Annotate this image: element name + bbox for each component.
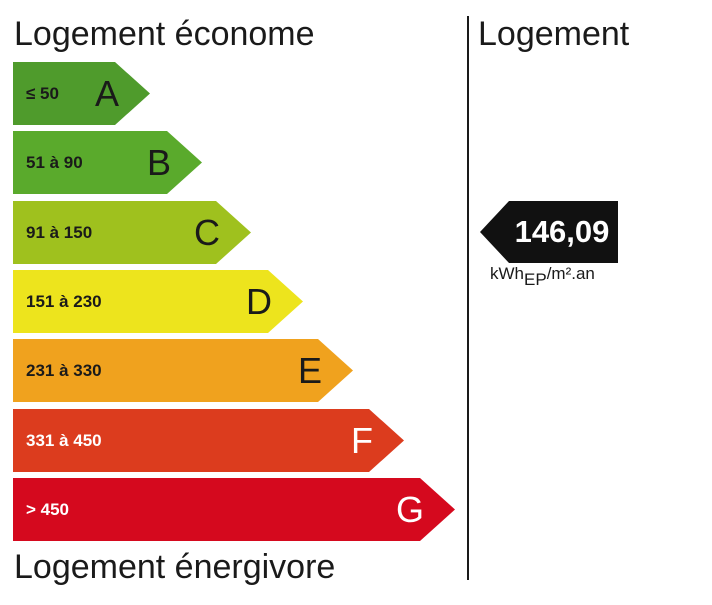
energy-class-range: ≤ 50 [26, 84, 59, 103]
energy-class-range: 51 à 90 [26, 153, 83, 173]
energy-class-arrow-shape [13, 339, 353, 403]
energy-class-letter: A [94, 73, 119, 114]
energy-class-arrow [13, 477, 455, 541]
energy-class-range: 331 à 450 [26, 430, 102, 450]
energy-class-arrow-shape [13, 131, 202, 195]
energy-class-arrow [13, 200, 251, 264]
energy-class-letter: E [297, 350, 322, 392]
energy-class-arrow-shape [13, 408, 404, 472]
energy-class-arrow [13, 131, 202, 195]
energy-class-range: 231 à 330 [26, 361, 102, 381]
energy-class-letter: B [146, 142, 171, 184]
column-divider [467, 16, 469, 580]
energy-class-letter: D [246, 280, 272, 322]
energy-class-arrow-shape [13, 200, 251, 264]
energy-class-range: 151 à 230 [26, 291, 102, 311]
energy-class-bar-f: 331 à 450 F [13, 408, 404, 472]
housing-column-label: Logement [478, 15, 630, 53]
current-value: 146,09 [514, 214, 610, 249]
energy-class-arrow-shape [13, 62, 150, 125]
energy-class-letter: F [351, 419, 373, 461]
energy-class-range: > 450 [26, 499, 70, 519]
energy-class-bar-g: > 450 G [13, 477, 455, 541]
energy-class-bar-c: 91 à 150 C [13, 200, 251, 264]
energy-class-bar-b: 51 à 90 B [13, 131, 202, 195]
energy-class-arrow-shape [13, 269, 303, 333]
energy-class-letter: C [194, 211, 220, 253]
energy-intensive-housing-label: Logement énergivore [14, 548, 336, 586]
energy-class-arrow [13, 408, 404, 472]
energy-class-arrow [13, 269, 303, 333]
energy-class-letter: G [395, 488, 424, 530]
energy-class-bar-a: ≤ 50 A [13, 62, 150, 125]
energy-class-arrow [13, 62, 150, 125]
value-arrow-shape [480, 201, 618, 263]
energy-class-bar-d: 151 à 230 D [13, 269, 303, 333]
energy-class-arrow [13, 339, 353, 403]
energy-class-bar-e: 231 à 330 E [13, 339, 353, 403]
energy-class-arrow-shape [13, 477, 455, 541]
efficient-housing-label: Logement économe [14, 15, 315, 53]
energy-class-range: 91 à 150 [26, 222, 93, 242]
value-unit: kWhEP/m².an [490, 264, 595, 289]
